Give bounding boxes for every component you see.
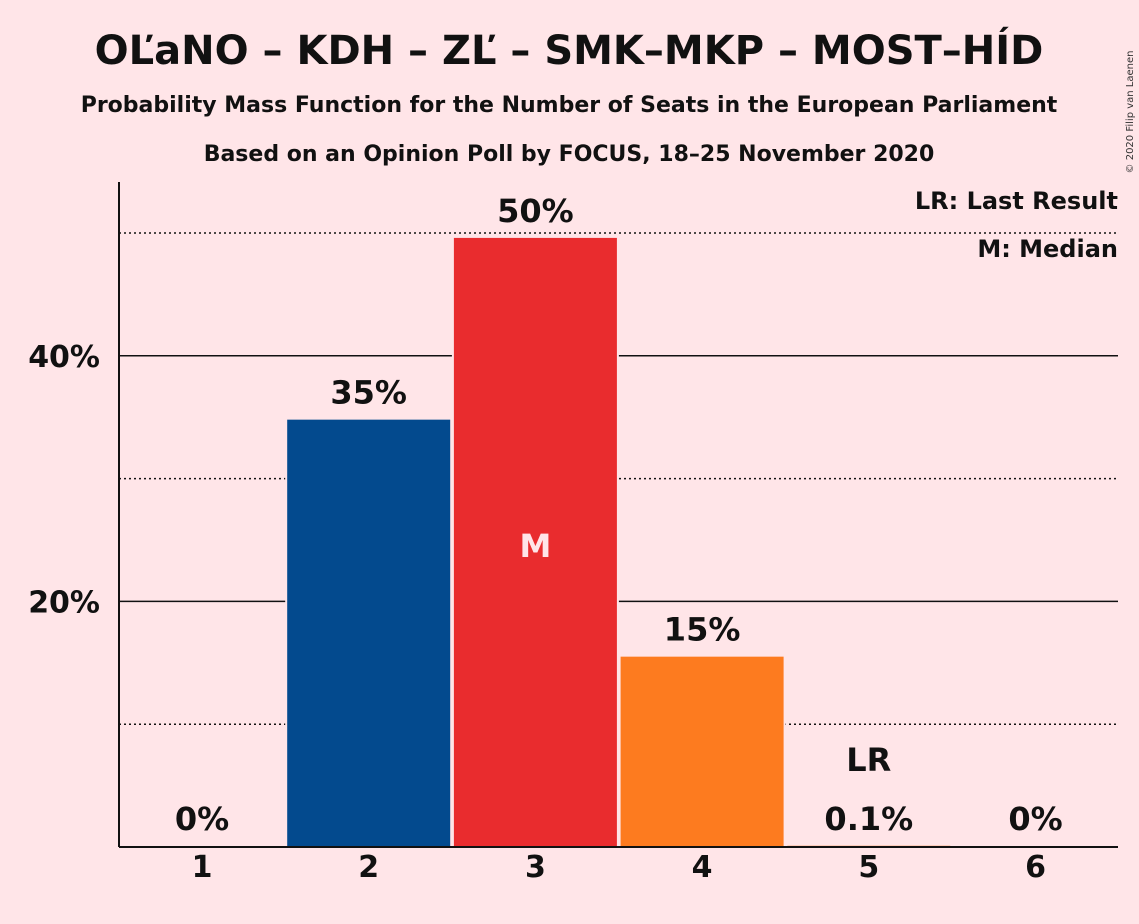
- x-tick-label: 6: [1025, 850, 1046, 885]
- y-tick-label: 40%: [28, 340, 100, 375]
- data-label: 35%: [330, 374, 407, 412]
- chart-source: Based on an Opinion Poll by FOCUS, 18–25…: [204, 142, 935, 167]
- data-label: 0.1%: [824, 800, 913, 838]
- data-labels: 0% 35% 50% M 15% 0.1% LR 0%: [175, 192, 1063, 838]
- data-label: 0%: [175, 800, 229, 838]
- copyright-note: © 2020 Filip van Laenen: [1125, 51, 1136, 174]
- x-tick-label: 4: [692, 850, 713, 885]
- legend: LR: Last Result M: Median: [915, 187, 1118, 263]
- data-label: 0%: [1008, 800, 1062, 838]
- y-axis-ticks: 20% 40%: [28, 340, 100, 621]
- x-tick-label: 5: [858, 850, 879, 885]
- legend-entry: LR: Last Result: [915, 187, 1118, 215]
- bar-seat-4: [620, 656, 784, 847]
- data-label: 15%: [664, 611, 741, 649]
- x-tick-label: 1: [192, 850, 213, 885]
- x-tick-label: 2: [358, 850, 379, 885]
- chart-title: OĽaNO – KDH – ZĽ – SMK–MKP – MOST–HÍD: [95, 26, 1044, 74]
- x-axis-ticks: 1 2 3 4 5 6: [192, 850, 1046, 885]
- chart-subtitle: Probability Mass Function for the Number…: [81, 93, 1058, 118]
- bar-seat-3: [453, 237, 617, 848]
- legend-entry: M: Median: [977, 235, 1118, 263]
- x-tick-label: 3: [525, 850, 546, 885]
- bar-seat-2: [287, 419, 451, 847]
- median-marker: M: [519, 527, 551, 565]
- bar-gap: [785, 843, 953, 847]
- last-result-marker: LR: [846, 741, 891, 779]
- bars: [285, 235, 953, 848]
- y-tick-label: 20%: [28, 585, 100, 620]
- data-label: 50%: [497, 192, 574, 230]
